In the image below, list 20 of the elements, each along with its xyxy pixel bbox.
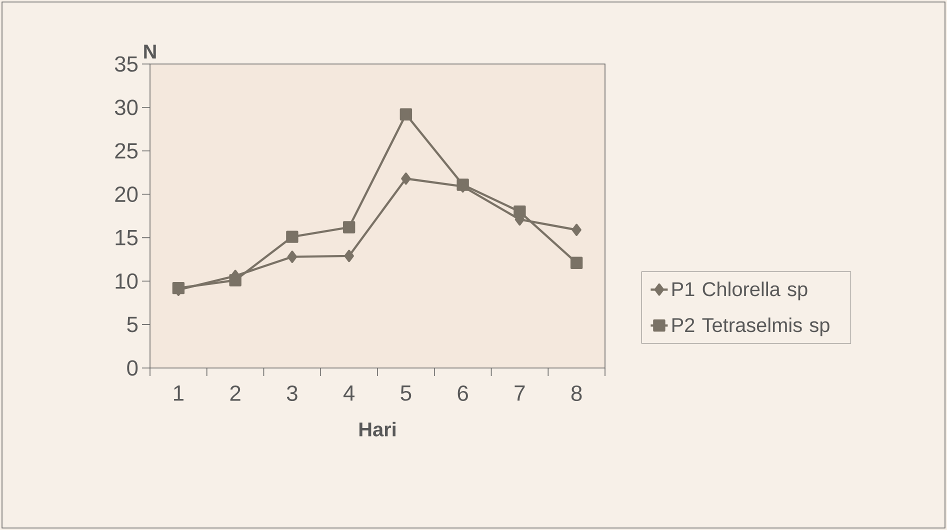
x-axis-title: Hari	[359, 422, 396, 436]
x-tick-label: 4	[343, 386, 355, 401]
x-tick-label: 7	[514, 386, 525, 401]
x-tick-label: 5	[400, 386, 412, 401]
legend-label: P1 Chlorella sp	[672, 282, 808, 300]
y-tick-label: 25	[115, 143, 138, 159]
y-tick-label: 15	[116, 230, 138, 246]
y-tick-label: 20	[115, 186, 138, 202]
y-tick-label: 30	[114, 100, 138, 116]
y-axis-title: N	[144, 44, 156, 58]
y-tick-label: 5	[127, 316, 138, 332]
y-tick-label: 10	[116, 273, 138, 289]
x-tick-label: 3	[286, 385, 298, 402]
x-tick-label: 2	[230, 385, 240, 401]
y-tick-label: 35	[114, 56, 138, 72]
y-tick-label: 0	[127, 360, 138, 376]
legend-label: P2 Tetraselmis sp	[672, 318, 830, 336]
x-tick-label: 1	[174, 386, 184, 401]
x-tick-label: 8	[571, 385, 582, 402]
x-tick-label: 6	[458, 385, 468, 402]
